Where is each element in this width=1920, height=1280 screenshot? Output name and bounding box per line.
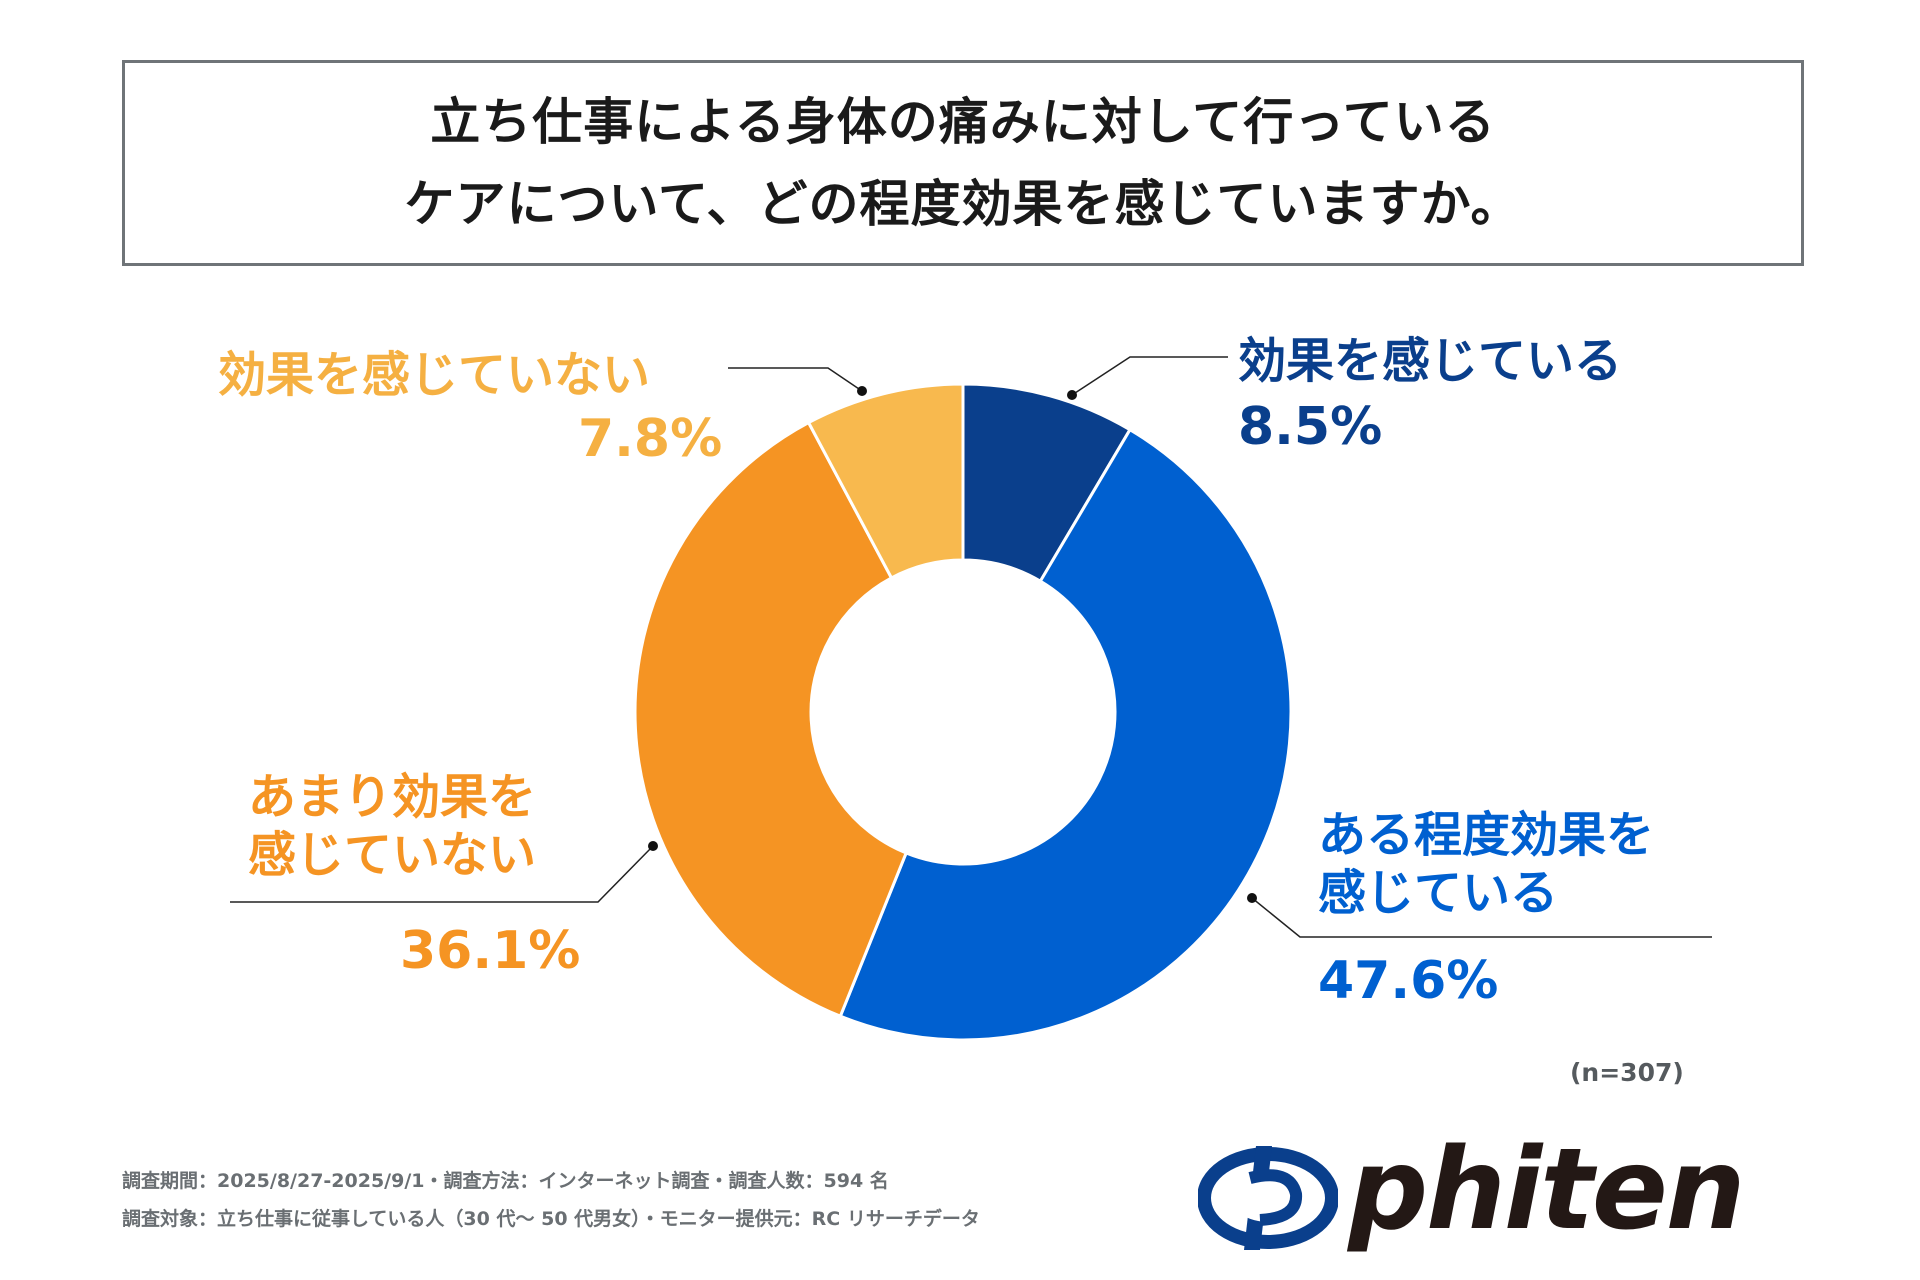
leader-effective-line xyxy=(1071,356,1228,396)
label-somewhat-effective-category-2: 感じている xyxy=(1318,865,1559,921)
sample-size: (n=307) xyxy=(1570,1058,1684,1087)
leader-effective-dot xyxy=(1067,390,1077,400)
title-box: 立ち仕事による身体の痛みに対して行っている ケアについて、どの程度効果を感じてい… xyxy=(122,60,1804,266)
leader-not-effective-dot xyxy=(857,386,867,396)
phiten-mark-icon xyxy=(1198,1146,1338,1250)
label-effective-category: 効果を感じている xyxy=(1238,333,1623,389)
label-not-very-effective-value: 36.1% xyxy=(400,921,581,981)
leader-not-very-effective-line xyxy=(230,845,654,903)
leader-somewhat-effective-line xyxy=(1251,897,1712,938)
chart-title-line-1: 立ち仕事による身体の痛みに対して行っている xyxy=(430,93,1496,151)
label-not-very-effective-category-2: 感じていない xyxy=(248,827,537,883)
chart-title-line-2: ケアについて、どの程度効果を感じていますか。 xyxy=(404,175,1522,233)
phiten-logo-text: phiten xyxy=(1348,1125,1746,1255)
label-not-effective-category: 効果を感じていない xyxy=(218,347,651,403)
phiten-logo: phiten xyxy=(1198,1130,1818,1258)
label-not-effective-value: 7.8% xyxy=(578,409,723,469)
leader-somewhat-effective-dot xyxy=(1247,893,1257,903)
leader-not-effective-line xyxy=(728,367,863,392)
label-effective-value: 8.5% xyxy=(1238,397,1383,457)
slice-not-effective xyxy=(806,382,965,580)
label-not-very-effective-category-1: あまり効果を xyxy=(248,769,537,825)
survey-info-line-1: 調査期間：2025/8/27-2025/9/1・調査方法：インターネット調査・調… xyxy=(122,1170,889,1192)
label-somewhat-effective-value: 47.6% xyxy=(1318,951,1499,1011)
slice-somewhat-effective xyxy=(838,427,1293,1042)
slice-not-very-effective xyxy=(633,420,909,1019)
label-somewhat-effective-category-1: ある程度効果を xyxy=(1318,807,1655,863)
survey-info-line-2: 調査対象：立ち仕事に従事している人（30 代〜 50 代男女）・モニター提供元：… xyxy=(122,1208,980,1230)
leader-not-very-effective-dot xyxy=(648,841,658,851)
